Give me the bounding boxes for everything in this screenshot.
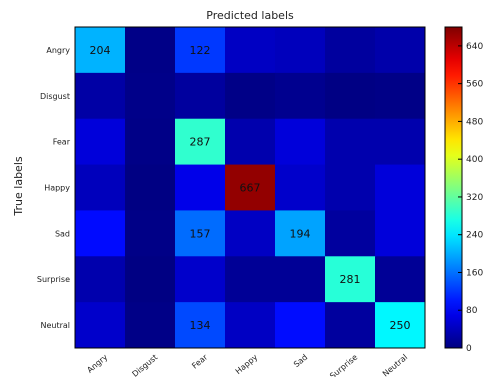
- x-tick-label: Surprise: [328, 353, 359, 377]
- heatmap-cell: [175, 27, 226, 74]
- x-tick-label: Disgust: [131, 353, 160, 377]
- x-tick-label: Sad: [292, 353, 309, 370]
- cell-value-label: 204: [90, 44, 111, 57]
- y-tick-label: Neutral: [40, 321, 70, 330]
- heatmap-cell: [375, 210, 426, 257]
- y-axis-label: True labels: [12, 156, 25, 216]
- y-tick-label: Angry: [46, 46, 70, 55]
- cell-value-label: 250: [390, 319, 411, 332]
- heatmap-cell: [75, 256, 126, 303]
- colorbar-tick-label: 320: [466, 193, 483, 203]
- heatmap-cell: [275, 118, 326, 166]
- heatmap-cell: [75, 164, 126, 211]
- heatmap-cell: [75, 27, 126, 74]
- heatmap-cell: [125, 210, 176, 257]
- y-tick-label: Happy: [44, 184, 70, 193]
- plot-frame: [74, 26, 426, 349]
- heatmap-cell: [125, 27, 176, 74]
- heatmap-cell: [75, 302, 126, 349]
- heatmap-cell: [75, 210, 126, 257]
- heatmap-cell: [375, 302, 426, 349]
- heatmap-cell: [225, 118, 276, 166]
- heatmap-cells: [75, 27, 426, 349]
- heatmap-cell: [225, 164, 276, 211]
- y-tick-label: Surprise: [37, 275, 70, 284]
- x-tick-label: Happy: [234, 352, 260, 376]
- heatmap-cell: [275, 164, 326, 211]
- heatmap-cell: [125, 256, 176, 303]
- heatmap-cell: [325, 72, 376, 120]
- x-tick-label: Neutral: [381, 353, 409, 377]
- heatmap-cell: [325, 256, 376, 303]
- colorbar-tick-label: 80: [466, 306, 478, 316]
- heatmap-cell: [175, 210, 226, 257]
- heatmap-cell: [225, 72, 276, 120]
- heatmap-cell: [375, 256, 426, 303]
- heatmap-cell: [325, 210, 376, 257]
- cell-value-label: 287: [190, 136, 211, 149]
- heatmap-cell: [175, 72, 226, 120]
- chart-title: Predicted labels: [206, 9, 294, 22]
- colorbar-tick-label: 0: [466, 344, 472, 354]
- heatmap-cell: [375, 164, 426, 211]
- cell-value-label: 122: [190, 44, 211, 57]
- heatmap-cell: [175, 302, 226, 349]
- colorbar-tick-label: 240: [466, 231, 483, 241]
- cell-value-label: 134: [190, 319, 211, 332]
- colorbar-tick-label: 400: [466, 155, 483, 165]
- heatmap-cell: [225, 27, 276, 74]
- cell-value-label: 281: [340, 273, 361, 286]
- cell-value-label: 667: [240, 182, 261, 195]
- y-tick-label: Sad: [55, 229, 70, 238]
- heatmap-cell: [125, 164, 176, 211]
- heatmap-cell: [325, 27, 376, 74]
- colorbar-tick-label: 480: [466, 117, 483, 127]
- x-tick-label: Fear: [190, 352, 210, 370]
- heatmap-cell: [275, 256, 326, 303]
- colorbar-tick-label: 160: [466, 268, 483, 278]
- heatmap-cell: [325, 302, 376, 349]
- heatmap-cell: [225, 210, 276, 257]
- heatmap-cell: [75, 118, 126, 166]
- y-tick-labels: Angry Disgust Fear Happy Sad Surprise Neutral: [37, 46, 71, 330]
- colorbar-gradient: [444, 26, 463, 349]
- heatmap-cell: [125, 118, 176, 166]
- heatmap-cell: [175, 118, 226, 166]
- heatmap-cell: [125, 72, 176, 120]
- heatmap-cell: [275, 302, 326, 349]
- heatmap-cell-labels: 204 122 287 667 157 194 281 134 250: [90, 44, 411, 332]
- cell-value-label: 157: [190, 227, 211, 240]
- x-tick-labels: Angry Disgust Fear Happy Sad Surprise Neutral: [85, 352, 409, 377]
- x-tick-label: Angry: [85, 352, 109, 374]
- cell-value-label: 194: [290, 227, 311, 240]
- heatmap-cell: [325, 164, 376, 211]
- colorbar-tick-label: 560: [466, 80, 483, 90]
- heatmap-cell: [375, 27, 426, 74]
- y-tick-label: Disgust: [40, 92, 70, 101]
- heatmap-cell: [225, 302, 276, 349]
- heatmap-cell: [225, 256, 276, 303]
- colorbar-tick-label: 640: [466, 42, 483, 52]
- heatmap-cell: [175, 256, 226, 303]
- heatmap-cell: [375, 72, 426, 120]
- colorbar: 0 80 160 240 320 400 480 560 640: [444, 26, 483, 354]
- heatmap-cell: [375, 118, 426, 166]
- heatmap-cell: [175, 164, 226, 211]
- heatmap-cell: [275, 27, 326, 74]
- heatmap-cell: [75, 72, 126, 120]
- heatmap-cell: [275, 72, 326, 120]
- heatmap-cell: [275, 210, 326, 257]
- y-tick-label: Fear: [53, 138, 71, 147]
- heatmap-cell: [125, 302, 176, 349]
- heatmap-cell: [325, 118, 376, 166]
